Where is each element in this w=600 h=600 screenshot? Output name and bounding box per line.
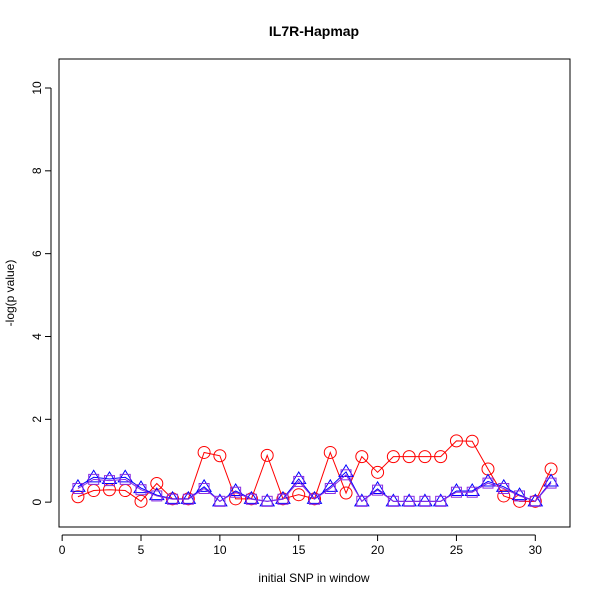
data-point-circle: [150, 477, 164, 491]
data-point-square: [514, 490, 526, 502]
data-point-square: [309, 493, 320, 505]
data-point-circle: [323, 445, 337, 459]
data-point-circle: [229, 492, 243, 506]
plot-frame: [58, 58, 571, 528]
data-point-square: [151, 490, 163, 502]
data-point-triangle: [196, 478, 212, 492]
y-tick-label: 8: [30, 167, 44, 174]
series-layer: [70, 434, 559, 508]
data-point-circle: [418, 450, 432, 464]
x-tick-label: 5: [138, 543, 145, 557]
y-tick-label: 4: [30, 333, 44, 340]
data-point-square: [545, 477, 557, 489]
data-point-square: [167, 493, 179, 505]
data-point-square: [293, 475, 305, 487]
series-1: [71, 434, 558, 508]
x-axis-label: initial SNP in window: [258, 571, 369, 585]
data-point-square: [529, 495, 541, 507]
data-point-triangle: [101, 470, 118, 485]
data-point-circle: [134, 494, 148, 508]
data-point-circle: [402, 450, 416, 464]
data-point-triangle: [70, 478, 86, 492]
data-point-square: [466, 486, 478, 498]
data-point-square: [261, 495, 273, 507]
data-point-circle: [355, 450, 369, 464]
data-point-square: [387, 495, 399, 507]
y-tick-label: 2: [30, 416, 44, 423]
x-tick-label: 30: [529, 543, 543, 557]
data-point-triangle: [306, 490, 323, 504]
data-point-square: [198, 482, 210, 494]
x-tick-label: 25: [450, 543, 464, 557]
data-point-triangle: [480, 473, 496, 487]
data-point-square: [340, 469, 352, 481]
data-point-circle: [386, 450, 400, 464]
y-tick-label: 10: [30, 81, 44, 95]
data-point-square: [230, 486, 242, 498]
x-tick-label: 10: [213, 543, 227, 557]
series-line: [77, 471, 552, 503]
data-point-circle: [371, 465, 385, 479]
x-tick-label: 0: [59, 543, 66, 557]
y-tick-label: 6: [30, 250, 44, 257]
data-point-triangle: [448, 483, 465, 497]
data-point-circle: [308, 492, 321, 506]
data-point-square: [245, 493, 257, 505]
data-point-square: [72, 482, 84, 494]
data-point-square: [135, 484, 147, 496]
series-3: [72, 469, 557, 507]
data-point-circle: [339, 486, 353, 500]
data-point-triangle: [369, 480, 386, 494]
data-point-square: [182, 493, 194, 505]
x-tick-label: 20: [371, 543, 385, 557]
data-point-triangle: [164, 490, 181, 504]
data-point-triangle: [495, 478, 512, 492]
y-tick-label: 0: [30, 498, 44, 505]
data-point-square: [498, 482, 510, 494]
data-point-square: [88, 473, 100, 485]
data-point-square: [277, 493, 289, 505]
data-point-square: [450, 486, 462, 498]
data-point-triangle: [290, 470, 307, 485]
chart-title: IL7R-Hapmap: [269, 23, 359, 39]
data-point-circle: [497, 489, 511, 503]
data-point-square: [403, 495, 415, 507]
data-point-square: [324, 482, 336, 494]
data-point-square: [372, 484, 384, 496]
data-point-triangle: [85, 469, 102, 483]
data-point-square: [119, 473, 131, 485]
data-point-triangle: [275, 490, 291, 504]
data-point-circle: [528, 494, 542, 508]
data-point-triangle: [543, 473, 559, 487]
data-point-square: [103, 475, 115, 487]
data-point-square: [482, 477, 494, 489]
data-point-triangle: [148, 487, 165, 501]
data-point-circle: [260, 448, 274, 462]
x-axis: 0 5 10 15 20 25 30: [59, 534, 543, 557]
data-point-square: [214, 495, 226, 507]
data-point-square: [356, 495, 368, 507]
y-axis-label: -log(p value): [3, 260, 17, 327]
data-point-square: [419, 495, 431, 507]
data-point-circle: [292, 488, 306, 502]
series-line: [77, 474, 552, 503]
data-point-circle: [197, 445, 211, 459]
data-point-circle: [71, 490, 85, 504]
data-point-circle: [449, 434, 463, 448]
x-tick-label: 15: [292, 543, 306, 557]
data-point-circle: [244, 492, 258, 506]
data-point-circle: [434, 450, 448, 464]
data-point-triangle: [117, 469, 134, 483]
data-point-triangle: [180, 490, 197, 504]
data-point-circle: [213, 449, 227, 463]
data-point-triangle: [227, 483, 244, 497]
data-point-circle: [465, 434, 479, 448]
data-point-circle: [276, 492, 290, 506]
y-axis: 0 2 4 6 8 10: [30, 81, 52, 505]
data-point-triangle: [338, 463, 354, 477]
data-point-square: [435, 495, 447, 507]
